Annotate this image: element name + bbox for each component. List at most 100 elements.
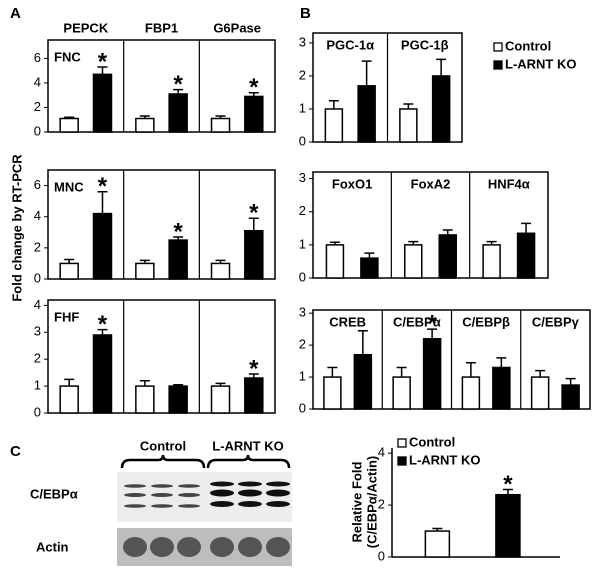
plot-frame bbox=[47, 169, 276, 280]
bar bbox=[244, 95, 264, 133]
bar bbox=[92, 334, 113, 414]
error-bar bbox=[139, 259, 150, 264]
brace bbox=[206, 454, 291, 469]
y-tick-label: 1 bbox=[299, 369, 306, 384]
error-bar bbox=[97, 191, 108, 214]
significance-mark: * bbox=[98, 48, 108, 75]
blot-row-label: Actin bbox=[36, 539, 69, 554]
y-tick-label: 2 bbox=[299, 203, 306, 218]
bar bbox=[135, 385, 155, 414]
brace bbox=[120, 454, 206, 469]
error-bar bbox=[248, 217, 259, 231]
row-label: FNC bbox=[54, 49, 81, 64]
y-tick-label: 1 bbox=[34, 378, 41, 393]
error-bar bbox=[329, 241, 340, 245]
error-bar bbox=[328, 99, 339, 109]
bar bbox=[561, 384, 580, 410]
bar bbox=[461, 376, 481, 410]
error-bar bbox=[408, 240, 419, 245]
bar bbox=[210, 262, 231, 280]
error-bar bbox=[357, 330, 368, 355]
error-bar bbox=[173, 236, 184, 241]
category-label: PEPCK bbox=[63, 20, 108, 35]
bar bbox=[135, 262, 155, 280]
error-bar bbox=[361, 60, 372, 86]
y-tick-label: 0 bbox=[378, 548, 385, 563]
category-label: C/EBPβ bbox=[462, 314, 510, 329]
error-bar bbox=[173, 88, 184, 94]
y-tick-label: 0 bbox=[34, 123, 41, 138]
error-bar bbox=[248, 91, 259, 97]
bar bbox=[244, 229, 264, 280]
category-label: FoxO1 bbox=[332, 176, 372, 191]
bar bbox=[530, 376, 550, 410]
bar bbox=[210, 385, 231, 414]
panel-label: B bbox=[300, 5, 311, 22]
bar bbox=[92, 73, 113, 133]
y-tick-label: 2 bbox=[34, 239, 41, 254]
error-bar bbox=[97, 66, 108, 75]
category-label: G6Pase bbox=[213, 20, 261, 35]
bar bbox=[482, 244, 501, 279]
bar bbox=[353, 353, 373, 410]
category-label: CREB bbox=[329, 314, 366, 329]
error-bar bbox=[139, 115, 150, 119]
bar bbox=[392, 376, 411, 410]
y-tick-label: 0 bbox=[299, 133, 306, 148]
y-tick-label: 0 bbox=[34, 270, 41, 285]
y-tick-label: 2 bbox=[378, 497, 385, 512]
bands bbox=[124, 484, 200, 508]
error-bar bbox=[535, 369, 546, 378]
category-label: C/EBPα bbox=[393, 314, 441, 329]
category-label: FoxA2 bbox=[411, 176, 451, 191]
y-tick-label: 1 bbox=[299, 100, 306, 115]
bar bbox=[495, 493, 521, 558]
bar bbox=[210, 117, 231, 133]
category-label: PGC-1α bbox=[326, 37, 374, 52]
error-bar bbox=[64, 258, 75, 264]
y-tick-label: 2 bbox=[299, 337, 306, 352]
bar bbox=[168, 385, 188, 414]
y-axis-label: (C/EBPα/Actin) bbox=[364, 456, 379, 549]
y-tick-label: 2 bbox=[299, 67, 306, 82]
y-tick-label: 0 bbox=[34, 404, 41, 419]
significance-mark: * bbox=[173, 71, 183, 98]
y-tick-label: 0 bbox=[299, 269, 306, 284]
group-label: L-ARNT KO bbox=[212, 438, 284, 453]
error-bar bbox=[521, 222, 532, 234]
blot-membrane bbox=[117, 472, 292, 522]
significance-mark: * bbox=[173, 218, 183, 245]
y-axis-label: Fold change by RT-PCR bbox=[9, 154, 24, 302]
significance-mark: * bbox=[427, 311, 437, 338]
significance-mark: * bbox=[98, 173, 108, 200]
y-axis-label: Relative Fold bbox=[349, 461, 364, 542]
y-tick-label: 6 bbox=[34, 50, 41, 65]
bar bbox=[59, 262, 79, 280]
y-tick-label: 3 bbox=[299, 34, 306, 49]
plot-frame bbox=[312, 171, 549, 279]
bar bbox=[516, 232, 536, 279]
group-label: Control bbox=[140, 438, 186, 453]
panel-label: A bbox=[10, 5, 21, 22]
bar bbox=[399, 108, 418, 143]
error-bar bbox=[364, 252, 375, 259]
bar bbox=[244, 377, 264, 414]
error-bar bbox=[215, 259, 226, 264]
bar bbox=[424, 530, 451, 558]
y-tick-label: 4 bbox=[34, 208, 41, 223]
error-bar bbox=[486, 240, 497, 245]
bar bbox=[59, 385, 79, 414]
legend-label: Control bbox=[409, 434, 455, 449]
error-bar bbox=[565, 377, 576, 386]
legend-label: L-ARNT KO bbox=[409, 452, 481, 467]
legend-swatch bbox=[397, 438, 407, 448]
y-tick-label: 3 bbox=[299, 170, 306, 185]
significance-mark: * bbox=[249, 200, 259, 227]
category-label: C/EBPγ bbox=[532, 314, 580, 329]
blot-row-label: C/EBPα bbox=[30, 486, 78, 501]
significance-mark: * bbox=[98, 311, 108, 338]
bar bbox=[168, 93, 188, 133]
blot: Control L-ARNT KO C/EBPα Actin bbox=[30, 438, 292, 566]
y-tick-label: 1 bbox=[299, 236, 306, 251]
